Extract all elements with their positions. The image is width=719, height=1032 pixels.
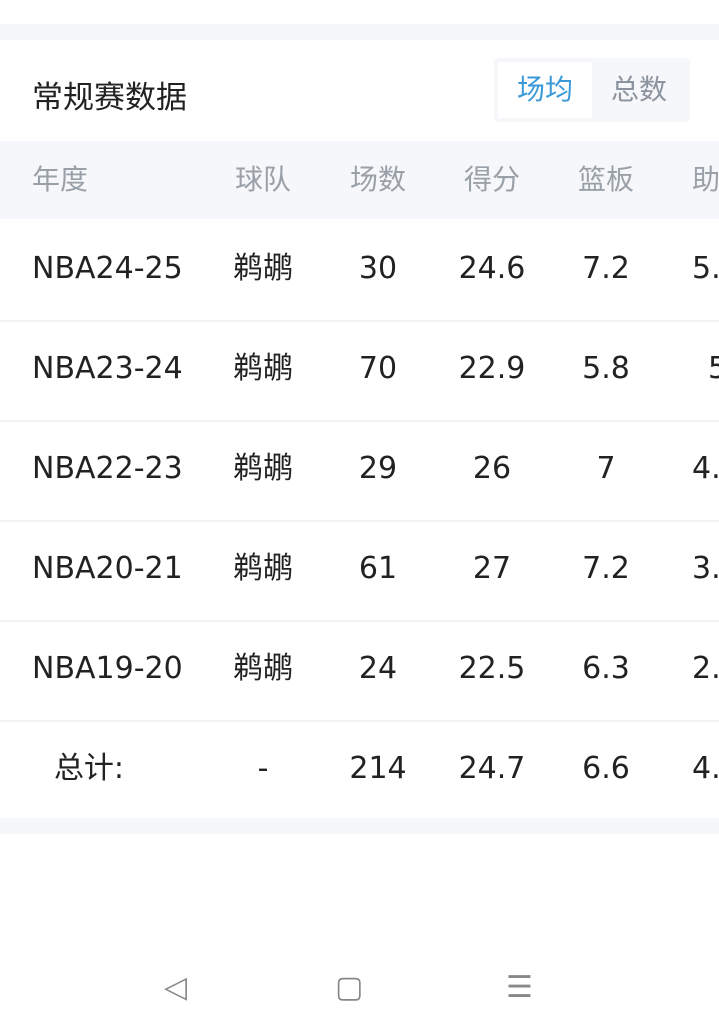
table-cell: 4.: [692, 751, 719, 786]
table-cell: 5.8: [582, 351, 630, 386]
table-cell: NBA23-24: [32, 351, 183, 386]
section-title: 常规赛数据: [32, 80, 187, 116]
table-header: 年度 球队 场数 得分 篮板 助: [0, 141, 719, 219]
header-cell: 球队: [234, 163, 291, 196]
table-cell: 2.: [692, 651, 719, 686]
table-cell: 7.2: [582, 551, 630, 586]
total-row: 总计: - 214 24.7 6.6 4.: [0, 720, 719, 818]
header-cell: 年度: [32, 163, 89, 196]
header-cell: 助: [692, 163, 719, 196]
home-icon[interactable]: ▢: [335, 970, 364, 1005]
table-cell: 29: [358, 451, 398, 486]
menu-icon[interactable]: ☰: [506, 970, 533, 1005]
table-cell: 5: [708, 351, 719, 386]
table-row: NBA23-24 鹈鹕 70 22.9 5.8 5: [0, 320, 719, 422]
table-cell: 26: [472, 451, 512, 486]
table-cell: 鹈鹕: [233, 351, 293, 386]
table-cell: 5.: [692, 251, 719, 286]
table-cell: 70: [358, 351, 398, 386]
table-cell: 7: [596, 451, 616, 486]
table-cell: NBA24-25: [32, 251, 183, 286]
table-cell: NBA19-20: [32, 651, 183, 686]
table-cell: 鹈鹕: [233, 251, 293, 286]
table-cell: 22.5: [458, 651, 526, 686]
total-tab[interactable]: 总数: [610, 73, 667, 106]
header-cell: 得分: [463, 163, 520, 196]
table-cell: NBA22-23: [32, 451, 183, 486]
table-row: NBA22-23 鹈鹕 29 26 7 4.: [0, 420, 719, 522]
table-row: NBA20-21 鹈鹕 61 27 7.2 3.: [0, 520, 719, 622]
table-cell: 7.2: [582, 251, 630, 286]
table-cell: 6.3: [582, 651, 630, 686]
stat-mode-toggle: 场均 总数: [494, 58, 690, 122]
header-cell: 篮板: [577, 163, 634, 196]
regular-season-card: 常规赛数据 场均 总数 年度 球队 场数 得分 篮板 助 NBA24-25 鹈鹕 3…: [0, 40, 719, 818]
table-cell: 24.7: [458, 751, 526, 786]
per-game-tab[interactable]: 场均: [498, 62, 592, 118]
header-cell: 场数: [349, 163, 406, 196]
back-icon[interactable]: ◁: [164, 970, 188, 1005]
table-cell: NBA20-21: [32, 551, 183, 586]
table-cell: 61: [358, 551, 398, 586]
table-cell: 3.: [692, 551, 719, 586]
bottom-divider: [0, 818, 719, 834]
table-cell: 30: [358, 251, 398, 286]
table-cell: 4.: [692, 451, 719, 486]
table-cell: 6.6: [582, 751, 630, 786]
table-row: NBA24-25 鹈鹕 30 24.6 7.2 5.: [0, 220, 719, 322]
table-cell: 24.6: [458, 251, 526, 286]
table-cell: 27: [472, 551, 512, 586]
table-cell: 214: [349, 751, 407, 786]
table-cell: 总计:: [53, 751, 125, 786]
top-divider: [0, 24, 719, 40]
table-cell: 鹈鹕: [233, 451, 293, 486]
table-cell: 24: [358, 651, 398, 686]
table-cell: 鹈鹕: [233, 551, 293, 586]
table-cell: 鹈鹕: [233, 651, 293, 686]
table-row: NBA19-20 鹈鹕 24 22.5 6.3 2.: [0, 620, 719, 722]
table-cell: 22.9: [458, 351, 526, 386]
table-cell: -: [257, 751, 269, 786]
